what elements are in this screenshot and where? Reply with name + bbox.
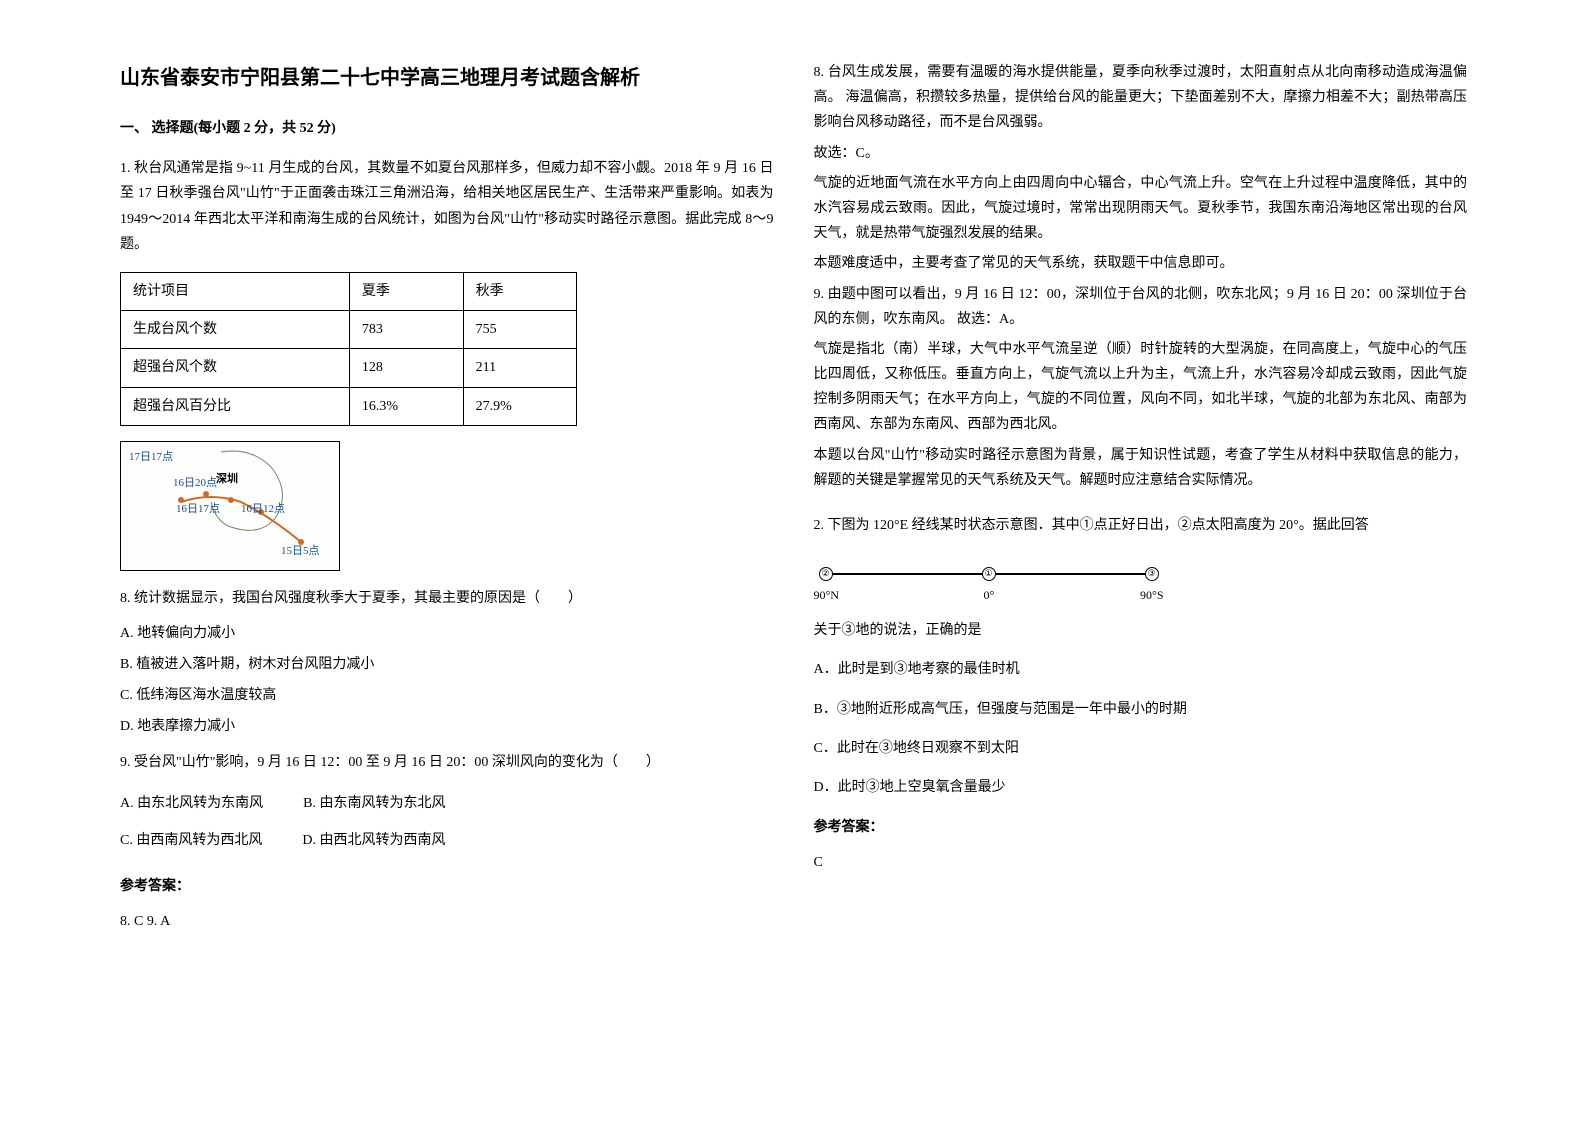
answer-header: 参考答案： — [120, 874, 774, 899]
q2-options: A．此时是到③地考察的最佳时机 B．③地附近形成高气压，但强度与范围是一年中最小… — [814, 657, 1468, 800]
table-row: 生成台风个数 783 755 — [121, 311, 577, 349]
explanation-p5: 9. 由题中图可以看出，9 月 16 日 12：00，深圳位于台风的北侧，吹东北… — [814, 282, 1468, 332]
table-row: 统计项目 夏季 秋季 — [121, 272, 577, 310]
explanation-p2: 故选：C。 — [814, 141, 1468, 166]
option-a: A. 地转偏向力减小 — [120, 621, 774, 646]
table-header: 统计项目 — [121, 272, 350, 310]
q8-text: 8. 统计数据显示，我国台风强度秋季大于夏季，其最主要的原因是（ ） — [120, 586, 774, 611]
diagram-label-mid: 0° — [984, 585, 995, 607]
page-title: 山东省泰安市宁阳县第二十七中学高三地理月考试题含解析 — [120, 60, 774, 96]
q2-answer: C — [814, 850, 1468, 875]
option-d: D. 地表摩擦力减小 — [120, 714, 774, 739]
explanation-p1: 8. 台风生成发展，需要有温暖的海水提供能量，夏季向秋季过渡时，太阳直射点从北向… — [814, 60, 1468, 136]
typhoon-path-map: 17日17点 16日20点 深圳 16日17点 16日12点 15日5点 — [120, 441, 340, 571]
typhoon-stats-table: 统计项目 夏季 秋季 生成台风个数 783 755 超强台风个数 128 211… — [120, 272, 577, 426]
option-a: A．此时是到③地考察的最佳时机 — [814, 657, 1468, 682]
diagram-label-right: 90°S — [1140, 585, 1163, 607]
table-row: 超强台风个数 128 211 — [121, 349, 577, 387]
diagram-point-1: ① — [982, 567, 996, 581]
table-cell: 211 — [463, 349, 577, 387]
map-label: 深圳 — [216, 470, 238, 490]
option-b: B. 由东南风转为东北风 — [303, 791, 445, 816]
q2-question: 关于③地的说法，正确的是 — [814, 618, 1468, 643]
table-cell: 生成台风个数 — [121, 311, 350, 349]
table-cell: 128 — [349, 349, 463, 387]
diagram-point-2: ② — [819, 567, 833, 581]
table-cell: 超强台风个数 — [121, 349, 350, 387]
q1-intro: 1. 秋台风通常是指 9~11 月生成的台风，其数量不如夏台风那样多，但威力却不… — [120, 156, 774, 257]
q1-answers: 8. C 9. A — [120, 909, 774, 934]
map-label: 15日5点 — [281, 542, 320, 562]
q8-options: A. 地转偏向力减小 B. 植被进入落叶期，树木对台风阻力减小 C. 低纬海区海… — [120, 621, 774, 740]
explanation-p4: 本题难度适中，主要考查了常见的天气系统，获取题干中信息即可。 — [814, 251, 1468, 276]
option-b: B．③地附近形成高气压，但强度与范围是一年中最小的时期 — [814, 697, 1468, 722]
option-c: C. 由西南风转为西北风 — [120, 828, 262, 853]
diagram-label-left: 90°N — [814, 585, 839, 607]
option-d: D. 由西北风转为西南风 — [302, 828, 445, 853]
table-cell: 16.3% — [349, 387, 463, 425]
table-cell: 27.9% — [463, 387, 577, 425]
table-cell: 755 — [463, 311, 577, 349]
q9-text: 9. 受台风"山竹"影响，9 月 16 日 12：00 至 9 月 16 日 2… — [120, 750, 774, 775]
option-a: A. 由东北风转为东南风 — [120, 791, 263, 816]
map-label: 16日12点 — [241, 500, 285, 520]
meridian-diagram: ② ① ③ 90°N 0° 90°S — [814, 553, 1164, 603]
explanation-p3: 气旋的近地面气流在水平方向上由四周向中心辐合，中心气流上升。空气在上升过程中温度… — [814, 171, 1468, 247]
map-label: 17日17点 — [129, 448, 173, 468]
option-c: C．此时在③地终日观察不到太阳 — [814, 736, 1468, 761]
explanation-p7: 本题以台风"山竹"移动实时路径示意图为背景，属于知识性试题，考查了学生从材料中获… — [814, 443, 1468, 493]
table-header: 秋季 — [463, 272, 577, 310]
table-cell: 783 — [349, 311, 463, 349]
diagram-point-3: ③ — [1145, 567, 1159, 581]
section-header: 一、 选择题(每小题 2 分，共 52 分) — [120, 116, 774, 141]
explanation-p6: 气旋是指北（南）半球，大气中水平气流呈逆（顺）时针旋转的大型涡旋，在同高度上，气… — [814, 337, 1468, 438]
map-label: 16日20点 — [173, 474, 217, 494]
map-label: 16日17点 — [176, 500, 220, 520]
table-row: 超强台风百分比 16.3% 27.9% — [121, 387, 577, 425]
table-header: 夏季 — [349, 272, 463, 310]
answer-header: 参考答案： — [814, 815, 1468, 840]
table-cell: 超强台风百分比 — [121, 387, 350, 425]
option-c: C. 低纬海区海水温度较高 — [120, 683, 774, 708]
option-d: D．此时③地上空臭氧含量最少 — [814, 775, 1468, 800]
option-b: B. 植被进入落叶期，树木对台风阻力减小 — [120, 652, 774, 677]
q2-intro: 2. 下图为 120°E 经线某时状态示意图．其中①点正好日出，②点太阳高度为 … — [814, 513, 1468, 538]
q9-options: A. 由东北风转为东南风 B. 由东南风转为东北风 C. 由西南风转为西北风 D… — [120, 785, 774, 859]
